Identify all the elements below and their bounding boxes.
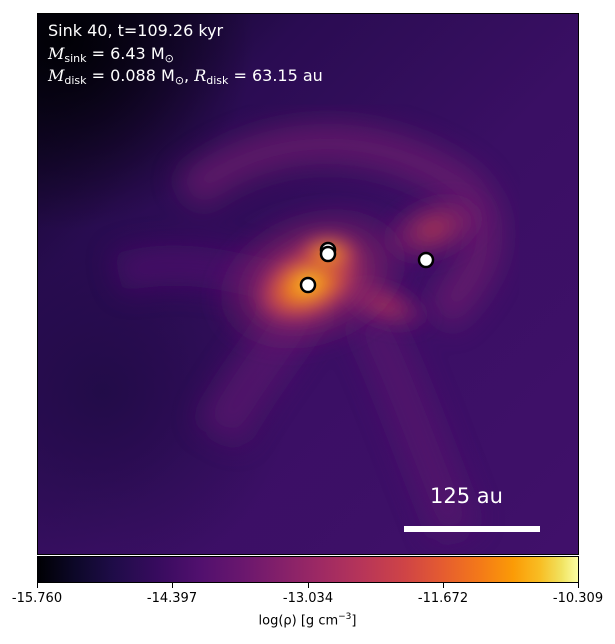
- sink-marker: [417, 251, 435, 269]
- sink-mass-label: Msink = 6.43 M⊙: [48, 44, 174, 66]
- colorbar-tick: [172, 583, 173, 588]
- colorbar-tick-label: -11.672: [417, 591, 469, 606]
- colorbar-tick: [308, 583, 309, 588]
- colorbar-tick-label: -15.760: [11, 591, 63, 606]
- density-map-image: [38, 14, 578, 554]
- colorbar: [37, 556, 579, 583]
- colorbar-tick-label: -10.309: [552, 591, 604, 606]
- colorbar-axis-label: log(ρ) [g cm−3]: [258, 612, 357, 629]
- colorbar-tick: [443, 583, 444, 588]
- scale-bar: [404, 526, 540, 532]
- sink-marker: [299, 276, 317, 294]
- sink-marker: [319, 245, 337, 263]
- colorbar-tick: [578, 583, 579, 588]
- sink-particles: [299, 241, 435, 294]
- disk-properties-label: Mdisk = 0.088 M⊙, Rdisk = 63.15 au: [48, 66, 323, 88]
- colorbar-tick: [37, 583, 38, 588]
- sink-title: Sink 40, t=109.26 kyr: [48, 21, 224, 40]
- density-map-panel: Sink 40, t=109.26 kyr Msink = 6.43 M⊙ Md…: [37, 13, 579, 555]
- colorbar-tick-label: -13.034: [282, 591, 334, 606]
- colorbar-tick-label: -14.397: [146, 591, 198, 606]
- scale-bar-label: 125 au: [430, 484, 503, 508]
